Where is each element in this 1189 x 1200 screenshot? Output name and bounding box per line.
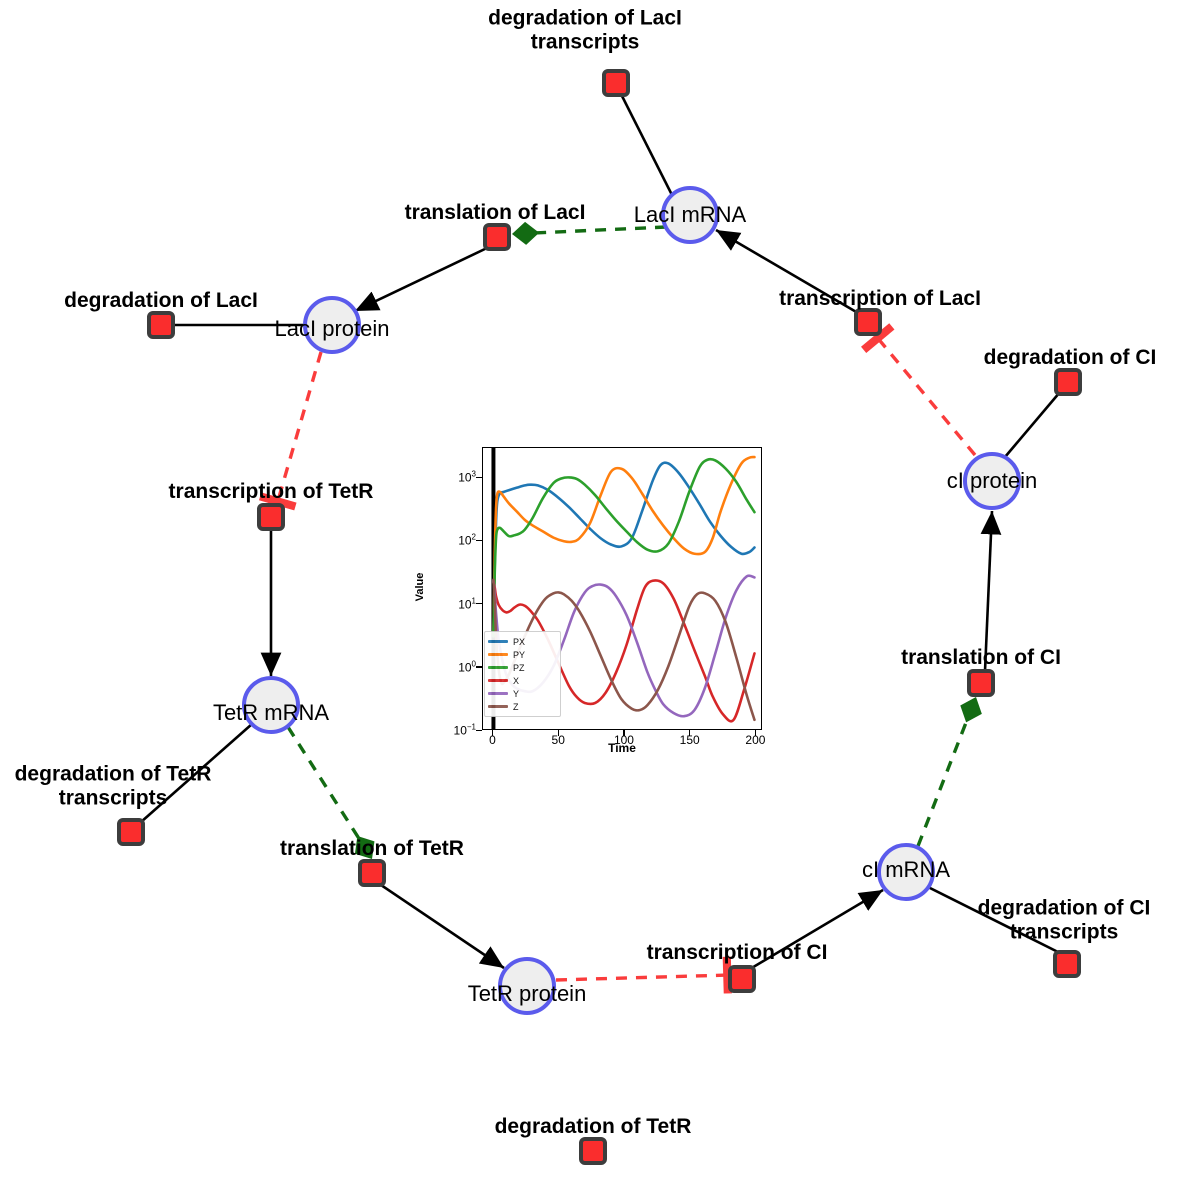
chart-xtick-label: 200 [745,733,766,747]
legend-swatch-icon [488,705,508,708]
chart-xtick-mark [623,730,625,736]
chart-legend-item: PX [488,635,556,648]
chart-legend-item: PZ [488,661,556,674]
reaction-node-translation_tetr[interactable] [358,859,386,887]
edge-substrate [1004,391,1061,458]
reaction-label-transcription_ci: transcription of CI [646,941,828,965]
reaction-node-transcription_ci[interactable] [728,965,756,993]
legend-swatch-icon [488,679,508,682]
chart-series-X [492,579,756,723]
species-node-ci_mrna[interactable] [877,843,935,901]
edge-product [715,228,859,315]
reaction-label-transcription_tetr: transcription of TetR [168,480,374,504]
chart-xtick-label: 0 [489,733,496,747]
chart-ylabel: Value [414,572,426,602]
species-node-tetr_protein[interactable] [498,957,556,1015]
legend-label: PX [513,636,526,647]
chart-ytick-mark [476,476,482,478]
chart-xtick-label: 150 [679,733,700,747]
reaction-node-deg_ci_transcripts[interactable] [1053,950,1081,978]
reaction-label-transcription_laci: transcription of LacI [779,287,981,311]
edge-inhibitor [555,956,732,994]
chart-ytick-mark [476,539,482,542]
reaction-node-deg_laci_transcripts[interactable] [602,69,630,97]
chart-ytick-label: 10−1 [453,722,476,738]
chart-legend-item: Z [488,700,556,713]
chart-ytick-label: 101 [458,596,476,612]
reaction-node-deg_tetr_transcripts[interactable] [117,818,145,846]
chart-ytick-mark [476,666,482,668]
legend-swatch-icon [488,640,508,643]
chart-xtick-mark [557,730,559,736]
reaction-label-translation_ci: translation of CI [901,646,1061,670]
edge-modifier [286,726,375,860]
chart-legend-item: PY [488,648,556,661]
reaction-node-transcription_tetr[interactable] [257,503,285,531]
reaction-label-deg_laci_transcripts: degradation of LacI transcripts [488,6,682,53]
reaction-node-translation_ci[interactable] [967,669,995,697]
edge-substrate [140,723,253,823]
chart-series-PY [492,455,756,638]
edge-modifier [511,221,667,245]
legend-swatch-icon [488,692,508,695]
chart-ytick-mark [476,729,482,731]
reaction-node-transcription_laci[interactable] [854,308,882,336]
reaction-node-deg_ci[interactable] [1054,368,1082,396]
chart-xtick-mark [491,730,494,736]
edge-substrate [927,885,1061,955]
chart-legend: PX PY PZ X Y Z [484,631,561,717]
species-node-ci_protein[interactable] [963,452,1021,510]
chart-xtick-label: 50 [551,733,565,747]
chart-xtick-label: 100 [613,733,634,747]
reaction-node-translation_laci[interactable] [483,223,511,251]
reaction-label-translation_tetr: translation of TetR [280,837,464,861]
reaction-node-deg_laci[interactable] [147,311,175,339]
chart-legend-item: Y [488,687,556,700]
species-node-laci_mrna[interactable] [661,186,719,244]
legend-swatch-icon [488,653,508,656]
edge-product [380,883,505,970]
legend-label: Y [513,688,520,699]
reaction-label-deg_ci: degradation of CI [983,346,1157,370]
legend-label: PZ [513,662,525,673]
reaction-label-deg_ci_transcripts: degradation of CI transcripts [977,896,1151,943]
edge-product [980,510,1002,672]
chart-xtick-mark [689,730,691,736]
edge-inhibitor [258,351,323,511]
legend-label: PY [513,649,526,660]
reaction-label-deg_laci: degradation of LacI [64,289,258,313]
edge-substrate [619,93,675,198]
edge-inhibitor [861,323,977,457]
reaction-label-translation_laci: translation of LacI [404,201,586,225]
chart-xtick-mark [754,730,757,736]
chart-ytick-label: 100 [458,659,476,675]
inset-plot: Value Time 10−1 100 101 102 103 0 50 100 150 200… [414,434,777,758]
chart-legend-item: X [488,674,556,687]
edge-product [749,888,884,971]
legend-label: Z [513,701,519,712]
chart-ytick-label: 102 [458,532,476,548]
chart-ytick-label: 103 [458,469,476,485]
species-node-tetr_mrna[interactable] [242,676,300,734]
reaction-label-deg_tetr_transcripts: degradation of TetR transcripts [14,762,212,809]
reaction-node-deg_tetr[interactable] [579,1137,607,1165]
legend-swatch-icon [488,666,508,669]
chart-series-PX [492,461,756,638]
chart-xlabel: Time [608,741,636,755]
species-node-laci_protein[interactable] [303,296,361,354]
chart-ytick-mark [476,603,482,605]
edge-modifier [916,696,982,847]
chart-series-PZ [492,457,756,638]
legend-label: X [513,675,520,686]
reaction-label-deg_tetr: degradation of TetR [494,1115,692,1139]
edge-product [354,246,488,313]
